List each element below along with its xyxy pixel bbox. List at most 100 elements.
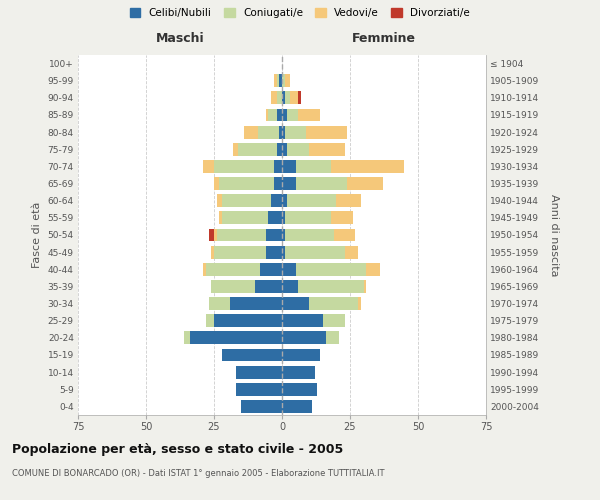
Bar (364, 280, 367, 293)
Bar (241, 400, 282, 413)
Bar (214, 160, 274, 173)
Bar (266, 246, 282, 258)
Text: COMUNE DI BONARCADO (OR) - Dati ISTAT 1° gennaio 2005 - Elaborazione TUTTITALIA.: COMUNE DI BONARCADO (OR) - Dati ISTAT 1°… (12, 469, 385, 478)
Bar (347, 177, 383, 190)
Bar (282, 228, 285, 241)
Bar (277, 143, 282, 156)
Bar (282, 92, 285, 104)
Bar (358, 297, 361, 310)
Bar (287, 194, 337, 207)
Bar (271, 92, 277, 104)
Bar (222, 194, 271, 207)
Bar (331, 160, 404, 173)
Bar (236, 383, 282, 396)
Bar (184, 332, 190, 344)
Bar (298, 280, 364, 293)
Bar (203, 263, 206, 276)
Bar (334, 228, 355, 241)
Bar (255, 280, 282, 293)
Bar (217, 228, 266, 241)
Bar (285, 228, 334, 241)
Bar (287, 108, 298, 122)
Bar (282, 126, 285, 138)
Bar (282, 263, 296, 276)
Bar (290, 92, 298, 104)
Bar (274, 177, 282, 190)
Bar (214, 314, 282, 327)
Bar (266, 108, 268, 122)
Bar (282, 366, 314, 378)
Bar (298, 108, 320, 122)
Bar (285, 126, 307, 138)
Bar (222, 212, 268, 224)
Bar (309, 297, 358, 310)
Bar (307, 126, 347, 138)
Bar (277, 108, 282, 122)
Bar (203, 160, 214, 173)
Legend: Celibi/Nubili, Coniugati/e, Vedovi/e, Divorziati/e: Celibi/Nubili, Coniugati/e, Vedovi/e, Di… (127, 5, 473, 21)
Bar (287, 143, 309, 156)
Bar (211, 246, 214, 258)
Bar (282, 297, 309, 310)
Bar (367, 263, 380, 276)
Bar (268, 212, 282, 224)
Bar (277, 92, 282, 104)
Bar (285, 246, 344, 258)
Bar (230, 297, 282, 310)
Bar (222, 348, 282, 362)
Bar (298, 92, 301, 104)
Bar (282, 383, 317, 396)
Bar (282, 400, 312, 413)
Bar (244, 126, 257, 138)
Y-axis label: Fasce di età: Fasce di età (32, 202, 42, 268)
Bar (282, 108, 287, 122)
Bar (296, 177, 347, 190)
Bar (279, 126, 282, 138)
Bar (206, 314, 214, 327)
Bar (214, 177, 220, 190)
Bar (323, 314, 344, 327)
Bar (214, 246, 266, 258)
Bar (257, 126, 279, 138)
Bar (274, 74, 277, 87)
Bar (337, 194, 361, 207)
Bar (268, 108, 277, 122)
Bar (344, 246, 358, 258)
Bar (309, 143, 344, 156)
Bar (282, 177, 296, 190)
Bar (296, 160, 331, 173)
Bar (233, 143, 238, 156)
Bar (279, 74, 282, 87)
Bar (209, 228, 214, 241)
Bar (285, 92, 290, 104)
Bar (282, 280, 298, 293)
Bar (296, 263, 367, 276)
Bar (220, 212, 222, 224)
Bar (282, 246, 285, 258)
Bar (266, 228, 282, 241)
Bar (285, 212, 331, 224)
Bar (211, 280, 255, 293)
Bar (282, 160, 296, 173)
Bar (206, 263, 260, 276)
Bar (271, 194, 282, 207)
Bar (282, 212, 285, 224)
Text: Femmine: Femmine (352, 32, 416, 44)
Bar (282, 348, 320, 362)
Bar (277, 74, 279, 87)
Text: Popolazione per età, sesso e stato civile - 2005: Popolazione per età, sesso e stato civil… (12, 442, 343, 456)
Bar (282, 314, 323, 327)
Bar (282, 194, 287, 207)
Bar (285, 74, 290, 87)
Bar (214, 228, 217, 241)
Text: Maschi: Maschi (155, 32, 205, 44)
Bar (236, 366, 282, 378)
Bar (331, 212, 353, 224)
Bar (209, 297, 230, 310)
Bar (282, 74, 285, 87)
Y-axis label: Anni di nascita: Anni di nascita (549, 194, 559, 276)
Bar (282, 332, 326, 344)
Bar (238, 143, 277, 156)
Bar (260, 263, 282, 276)
Bar (217, 194, 222, 207)
